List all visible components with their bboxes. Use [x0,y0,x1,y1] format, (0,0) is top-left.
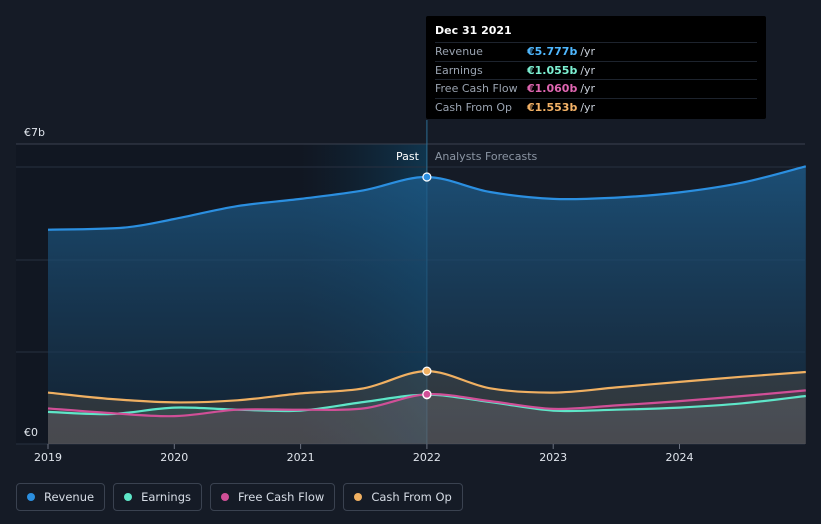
area-revenue [48,166,806,445]
x-tick-label: 2022 [413,451,441,464]
legend-dot-icon [27,493,35,501]
tooltip-row-earnings: Earnings €1.055b/yr [435,60,757,80]
marker-free-cash-flow [422,389,432,399]
x-tick-label: 2024 [666,451,694,464]
tooltip-value: €1.060b [527,82,578,95]
tooltip-date: Dec 31 2021 [435,24,512,37]
tooltip-unit: /yr [580,82,596,95]
tooltip-label: Free Cash Flow [435,82,518,95]
area-free-cash-flow [48,390,806,444]
tooltip-label: Cash From Op [435,100,513,114]
marker-cash-from-op [422,366,432,376]
tooltip-label: Earnings [435,63,483,77]
tooltip-row-cash-from-op: Cash From Op €1.553b/yr [435,97,757,117]
marker-revenue [422,172,432,182]
tooltip-value: €1.055b [527,63,578,77]
legend-label: Free Cash Flow [238,490,325,504]
area-earnings [48,394,806,444]
x-tick-label: 2020 [160,451,188,464]
legend-dot-icon [354,493,363,501]
y-axis-max-label: €7b [24,126,45,139]
legend-label: Earnings [141,490,191,504]
tooltip-row-free-cash-flow: Free Cash Flow €1.060b/yr [435,79,757,98]
legend-item-cash-from-op[interactable]: Cash From Op [343,483,463,511]
legend-item-revenue[interactable]: Revenue [16,483,106,511]
legend-label: Cash From Op [371,490,452,504]
legend: Revenue Earnings Free Cash Flow Cash From O… [16,483,463,511]
tooltip: Dec 31 2021 Revenue €5.777b/yr Earnings €1.… [426,16,766,119]
y-axis-min-label: €0 [24,426,38,439]
x-tick-label: 2021 [287,451,315,464]
legend-item-earnings[interactable]: Earnings [113,483,202,511]
x-tick-label: 2023 [539,451,567,464]
x-tick-label: 2019 [34,451,62,464]
tooltip-label: Revenue [435,45,483,58]
tooltip-unit: /yr [580,45,596,58]
tooltip-unit: /yr [580,63,596,77]
area-cash-from-op [48,371,806,444]
forecast-label: Analysts Forecasts [435,150,538,163]
legend-item-free-cash-flow[interactable]: Free Cash Flow [210,483,336,511]
tooltip-row-revenue: Revenue €5.777b/yr [435,42,757,61]
legend-dot-icon [124,493,133,501]
past-label: Past [396,150,420,163]
legend-label: Revenue [44,490,95,504]
tooltip-value: €5.777b [527,45,578,58]
legend-dot-icon [221,493,229,501]
tooltip-unit: /yr [580,100,596,114]
tooltip-value: €1.553b [527,100,578,114]
